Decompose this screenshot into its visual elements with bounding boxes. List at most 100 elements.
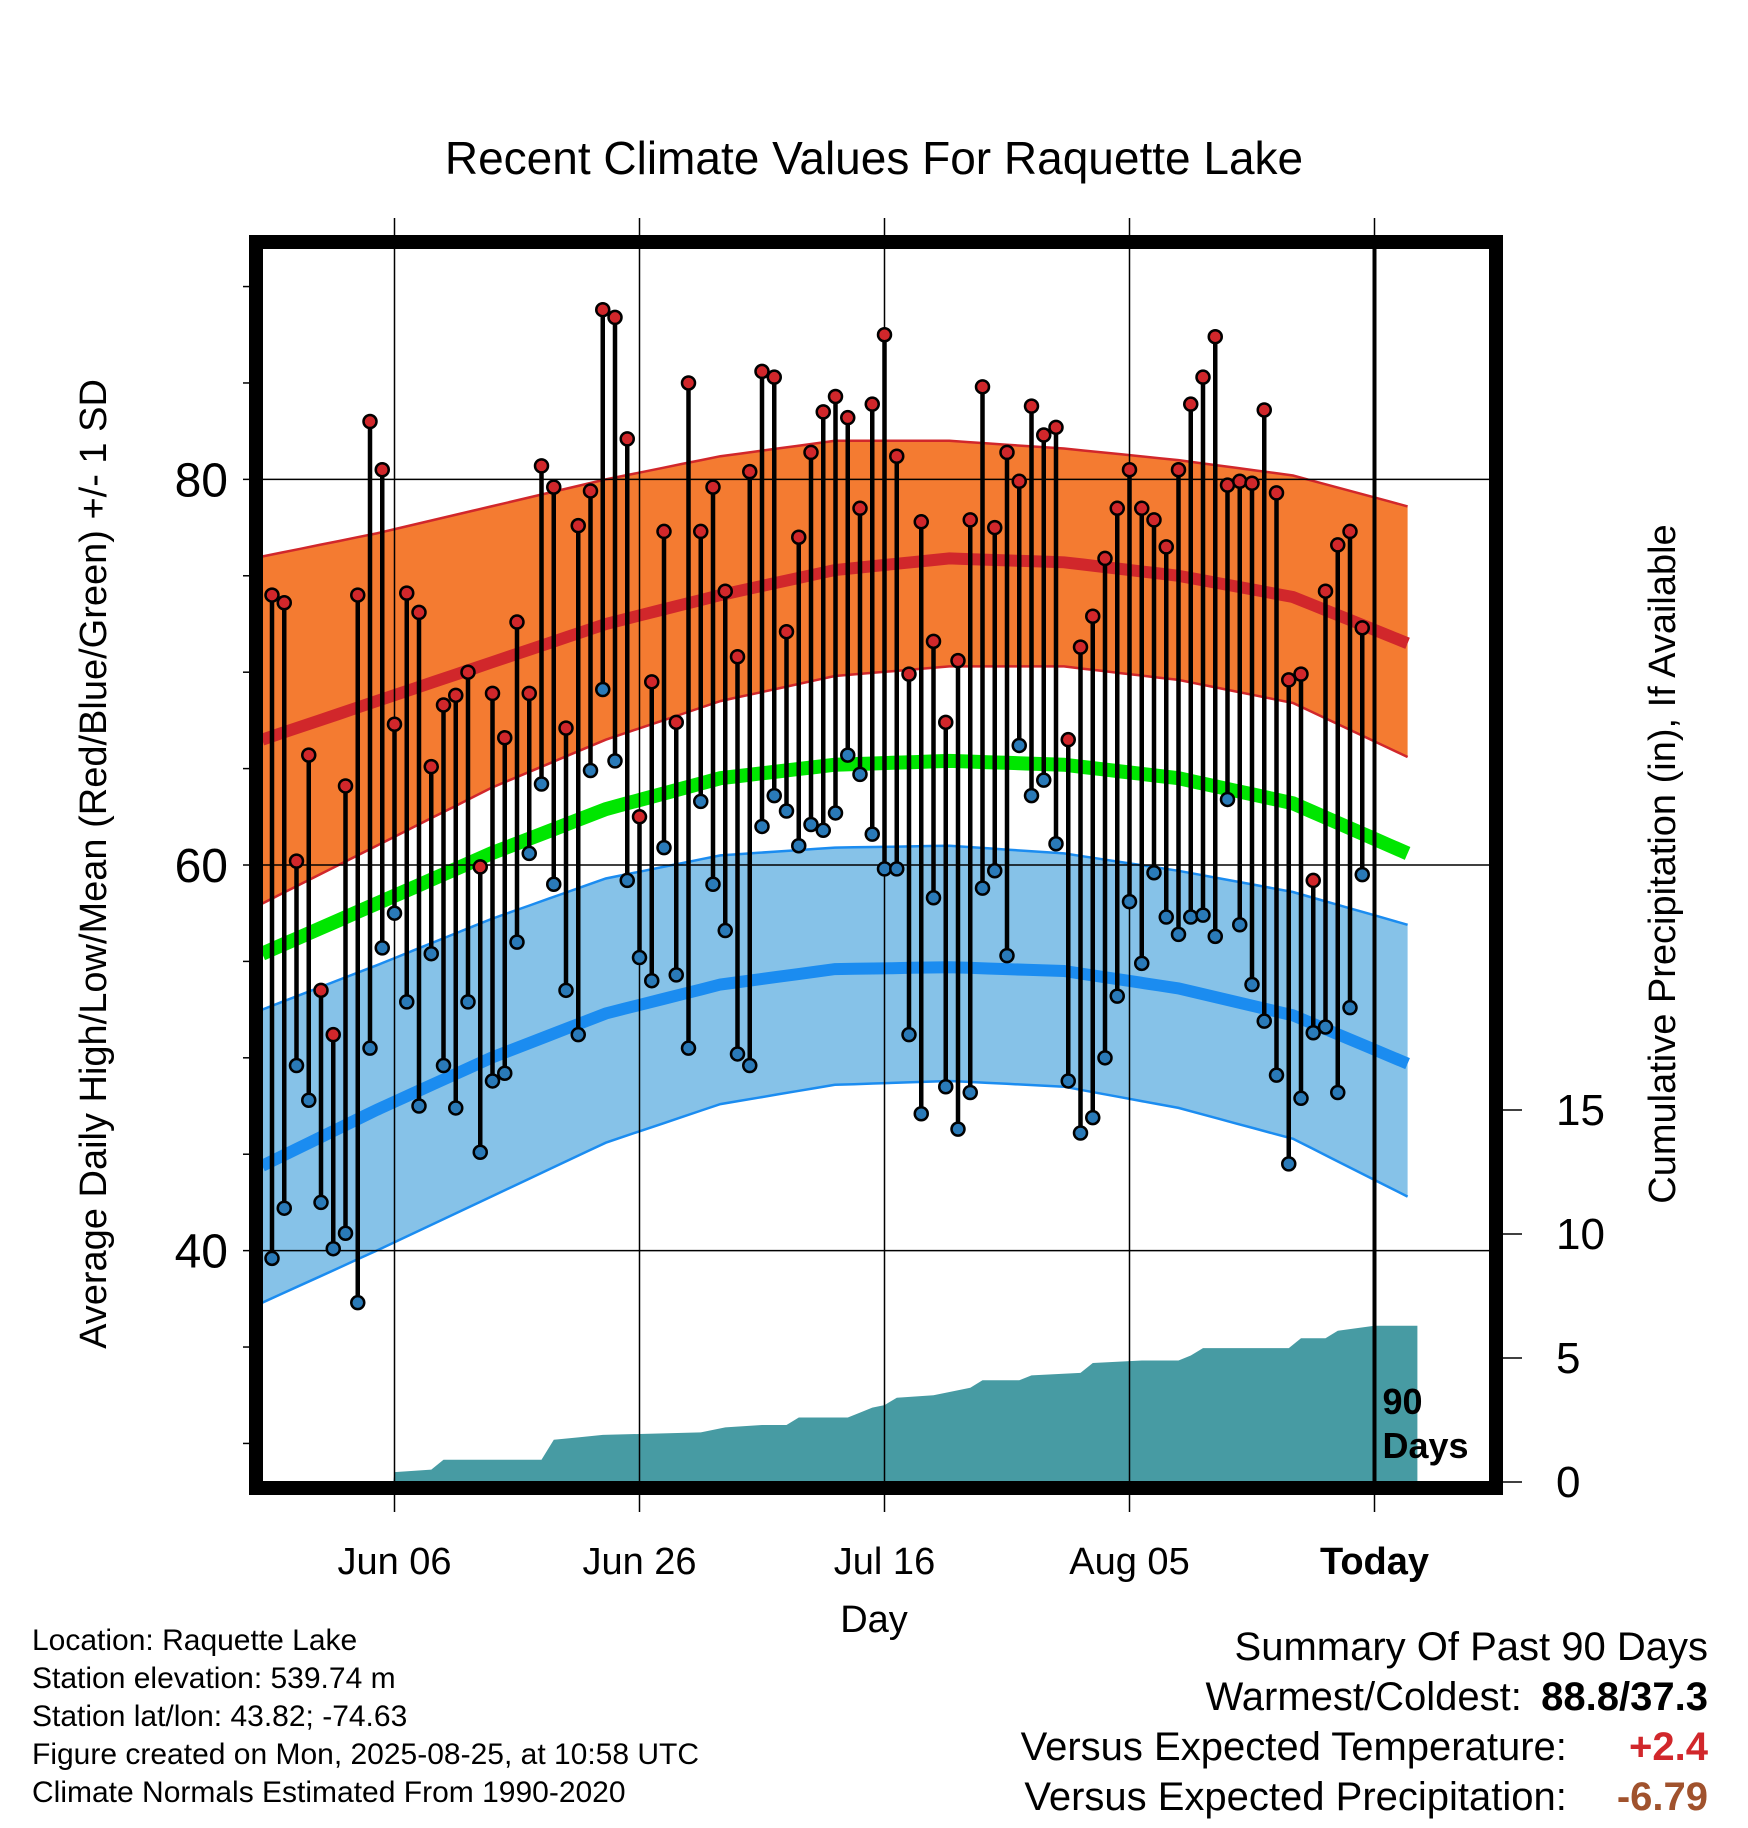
high-point: [484, 685, 501, 702]
warm-cold-row: Warmest/Coldest: 88.8/37.3: [1021, 1672, 1709, 1722]
low-point: [938, 1078, 954, 1095]
low-point: [864, 826, 880, 842]
low-point: [1134, 955, 1150, 972]
y2-tick-label: 0: [1556, 1458, 1580, 1507]
high-point: [705, 479, 721, 495]
precip-row: Versus Expected Precipitation: -6.79: [1021, 1772, 1708, 1822]
high-point: [1036, 427, 1052, 443]
temp-value: +2.4: [1629, 1725, 1708, 1769]
low-point: [313, 1194, 329, 1211]
precip-label: Versus Expected Precipitation:: [1024, 1775, 1567, 1819]
low-point: [1342, 999, 1358, 1016]
low-point: [1183, 909, 1199, 925]
high-point: [350, 587, 366, 603]
low-point: [729, 1046, 746, 1062]
low-point: [889, 861, 905, 877]
precip-value: -6.79: [1616, 1775, 1708, 1819]
low-point: [435, 1057, 452, 1074]
low-point: [582, 762, 599, 779]
high-point: [1183, 396, 1199, 412]
high-point: [570, 517, 586, 534]
high-point: [1011, 473, 1027, 490]
high-point: [1342, 523, 1358, 540]
low-point: [754, 818, 770, 835]
station-info: Location: Raquette Lake Station elevatio…: [32, 1622, 699, 1812]
high-point: [386, 716, 403, 732]
high-point: [472, 859, 488, 875]
high-point: [264, 587, 280, 603]
high-point: [423, 758, 439, 775]
low-point: [693, 793, 709, 810]
high-point: [619, 431, 635, 447]
low-point: [1195, 907, 1211, 923]
high-point: [717, 583, 733, 599]
high-point: [546, 479, 562, 495]
temp-row: Versus Expected Temperature: +2.4: [1021, 1722, 1708, 1772]
high-point: [1256, 402, 1272, 418]
low-point: [1293, 1090, 1309, 1107]
high-point: [1060, 731, 1076, 748]
low-point: [301, 1092, 317, 1108]
low-point: [337, 1225, 354, 1242]
summary-title: Summary Of Past 90 Days: [1234, 1625, 1708, 1669]
low-point: [999, 947, 1015, 964]
y2-tick-label: 15: [1556, 1086, 1605, 1135]
high-point: [362, 413, 378, 430]
high-point: [852, 500, 868, 517]
y-axis-label: Average Daily High/Low/Mean (Red/Blue/Gr…: [73, 379, 115, 1349]
low-point: [1317, 1019, 1334, 1035]
low-point: [1305, 1024, 1321, 1041]
low-point: [974, 880, 991, 896]
low-point: [1354, 866, 1370, 883]
high-point: [987, 519, 1003, 536]
low-point: [852, 766, 868, 783]
high-point: [399, 585, 415, 601]
high-point: [803, 444, 819, 461]
x-tick-label: Today: [1320, 1541, 1429, 1583]
high-point: [1109, 500, 1125, 517]
high-point: [680, 375, 697, 391]
high-point: [974, 379, 991, 395]
high-point: [901, 666, 917, 682]
low-point: [484, 1073, 501, 1089]
low-point: [1170, 926, 1187, 943]
low-point: [717, 922, 733, 939]
high-point: [962, 512, 978, 528]
high-point: [766, 369, 782, 385]
low-point: [668, 967, 684, 983]
high-point: [1317, 583, 1334, 599]
low-point: [1023, 787, 1040, 804]
high-point: [950, 652, 966, 669]
low-point: [1085, 1109, 1101, 1126]
low-point: [742, 1057, 758, 1074]
today-days-label-line: Days: [1383, 1425, 1469, 1466]
elevation-text: Station elevation: 539.74 m: [32, 1662, 396, 1695]
high-point: [925, 633, 942, 650]
low-point: [1011, 737, 1027, 754]
y2-axis-label: Cumulative Precipitation (in), If Availa…: [1642, 524, 1684, 1203]
high-point: [1097, 550, 1113, 567]
precip-area: [272, 1325, 1418, 1482]
high-point: [778, 623, 795, 640]
high-point: [533, 458, 550, 474]
high-point: [1048, 419, 1064, 436]
high-point: [276, 595, 292, 611]
high-point: [460, 664, 476, 680]
low-point: [276, 1200, 292, 1216]
chart-title: Recent Climate Values For Raquette Lake: [445, 132, 1303, 184]
high-point: [864, 396, 880, 412]
low-point: [791, 837, 807, 854]
low-point: [411, 1098, 427, 1114]
low-point: [607, 753, 623, 769]
x-tick-label: Jun 26: [582, 1541, 696, 1583]
high-point: [889, 448, 905, 464]
high-point: [1354, 620, 1370, 636]
high-point: [729, 649, 746, 665]
y2-tick-label: 10: [1556, 1210, 1605, 1259]
today-days-label: 90 Days: [1383, 1381, 1469, 1466]
low-point: [533, 776, 550, 792]
high-point: [999, 444, 1015, 461]
high-point: [288, 853, 305, 869]
low-point: [509, 934, 525, 950]
